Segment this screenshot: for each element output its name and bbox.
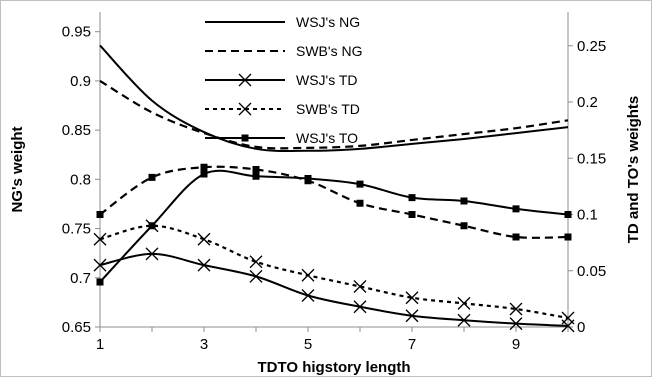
legend-entry: WSJ's NG xyxy=(205,14,360,30)
x-marker xyxy=(197,232,211,246)
left-y-tick-label: 0.65 xyxy=(62,319,91,336)
left-y-tick-label: 0.9 xyxy=(70,73,91,90)
legend-label: WSJ's TO xyxy=(296,130,358,146)
x-marker xyxy=(353,300,367,314)
legend-label: SWB's TD xyxy=(296,101,360,117)
legend: WSJ's NG SWB's NG WSJ's TD SWB's TD WSJ's TO xyxy=(205,14,362,146)
x-marker xyxy=(301,268,315,282)
legend-entry: SWB's TD xyxy=(205,101,360,117)
right-y-tick-label: 0.25 xyxy=(577,38,606,55)
series-line xyxy=(99,79,569,150)
x-tick-label: 9 xyxy=(512,336,520,353)
right-y-tick-label: 0.2 xyxy=(577,94,598,111)
legend-label: WSJ's TD xyxy=(296,72,358,88)
square-marker xyxy=(252,172,260,180)
square-marker xyxy=(564,211,572,218)
x-marker xyxy=(301,289,315,302)
x-marker xyxy=(249,255,263,269)
x-marker xyxy=(238,73,252,87)
series-6 xyxy=(96,163,572,241)
x-marker xyxy=(93,232,107,246)
square-marker xyxy=(356,180,364,188)
left-y-tick-label: 0.75 xyxy=(62,221,91,238)
right-y-tick-label: 0 xyxy=(577,319,585,336)
left-y-tick-label: 0.8 xyxy=(70,171,91,188)
square-marker xyxy=(356,199,364,207)
right-y-tick-label: 0.05 xyxy=(577,263,606,280)
left-y-tick-label: 0.85 xyxy=(62,122,91,139)
square-marker xyxy=(148,173,156,181)
x-marker xyxy=(197,258,211,272)
series-line xyxy=(99,169,569,283)
x-axis-title: TDTO higstory length xyxy=(257,359,410,376)
left-y-tick-label: 0.7 xyxy=(70,270,91,287)
square-marker xyxy=(200,170,208,178)
x-marker xyxy=(457,296,471,310)
axes: 0.65 0.7 0.75 0.8 0.85 0.9 0.95 0 0.05 0.1 0.15 0.2… xyxy=(62,12,606,353)
legend-entry: WSJ's TO xyxy=(205,130,358,146)
square-marker xyxy=(304,177,312,185)
square-marker xyxy=(96,211,104,218)
series-line xyxy=(99,224,569,320)
square-marker xyxy=(148,222,156,230)
right-y-tick-label: 0.1 xyxy=(577,207,598,224)
square-marker xyxy=(564,233,572,241)
square-marker xyxy=(460,197,468,205)
square-marker xyxy=(252,166,260,173)
x-marker xyxy=(353,280,367,293)
square-marker xyxy=(512,205,520,213)
legend-label: SWB's NG xyxy=(296,43,362,59)
square-marker xyxy=(408,211,416,218)
left-y-axis-title: NG's weight xyxy=(9,126,26,212)
series-line xyxy=(99,252,569,327)
right-y-axis-title: TD and TO's weights xyxy=(625,96,642,243)
series-3 xyxy=(93,247,575,333)
x-marker xyxy=(457,313,471,327)
x-marker xyxy=(405,309,419,323)
x-marker xyxy=(509,302,523,316)
series-4 xyxy=(93,219,575,325)
legend-label: WSJ's NG xyxy=(296,14,360,30)
x-marker xyxy=(238,102,252,116)
x-marker xyxy=(249,269,263,283)
square-marker xyxy=(460,222,468,230)
square-marker xyxy=(408,194,416,202)
left-y-tick-label: 0.95 xyxy=(62,24,91,41)
x-marker xyxy=(561,311,575,325)
series-line xyxy=(99,165,569,239)
x-tick-label: 7 xyxy=(408,336,416,353)
series-2 xyxy=(99,79,569,150)
x-marker xyxy=(509,317,523,331)
square-marker xyxy=(512,233,520,241)
x-marker xyxy=(145,247,159,261)
x-tick-label: 1 xyxy=(96,336,104,353)
legend-entry: SWB's NG xyxy=(205,43,362,59)
series-group xyxy=(93,44,575,333)
x-tick-label: 5 xyxy=(304,336,312,353)
legend-entry: WSJ's TD xyxy=(205,72,358,88)
x-marker xyxy=(405,291,419,305)
series-1 xyxy=(99,44,569,152)
square-marker xyxy=(96,278,104,286)
square-marker xyxy=(241,134,249,142)
series-line xyxy=(99,44,569,152)
x-marker xyxy=(93,258,107,272)
square-marker xyxy=(200,163,208,171)
right-y-tick-label: 0.15 xyxy=(577,150,606,167)
x-tick-label: 3 xyxy=(200,336,208,353)
